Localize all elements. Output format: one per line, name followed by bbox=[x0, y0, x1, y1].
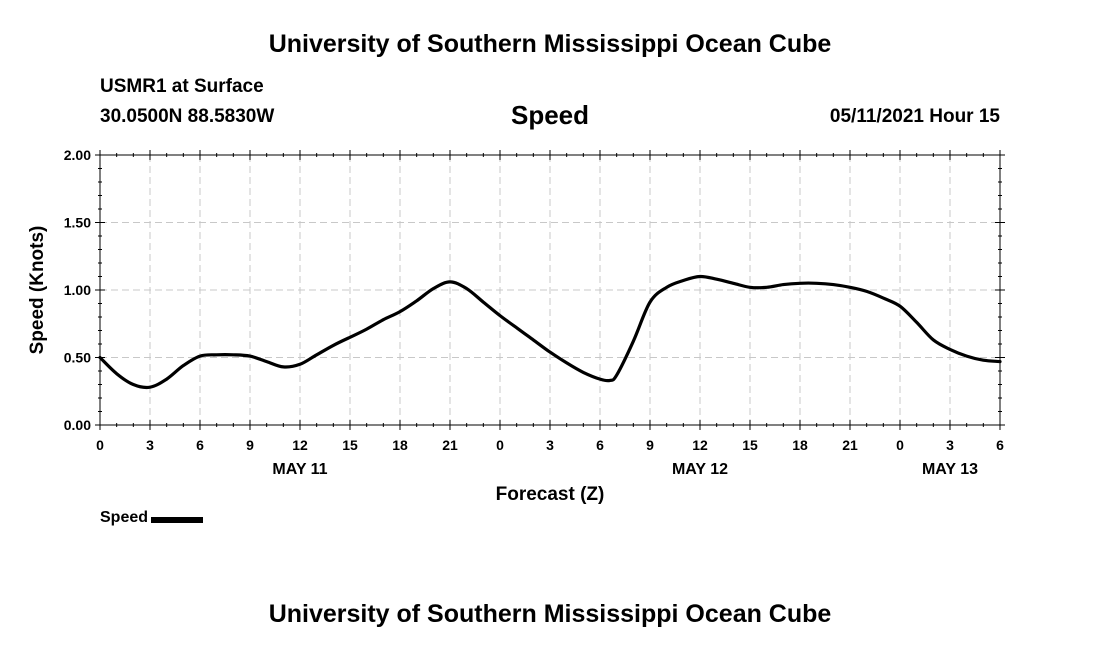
y-tick-label: 0.50 bbox=[64, 350, 91, 366]
x-tick-label: 0 bbox=[496, 437, 504, 453]
chart-title: Speed bbox=[510, 100, 590, 130]
x-tick-label: 15 bbox=[742, 437, 758, 453]
x-tick-label: 3 bbox=[946, 437, 954, 453]
date-label: MAY 12 bbox=[672, 461, 728, 478]
forecast-datetime: 05/11/2021 Hour 15 bbox=[829, 106, 1000, 127]
legend: Speed bbox=[100, 509, 204, 527]
x-tick-label: 18 bbox=[792, 437, 808, 453]
y-tick-label: 0.00 bbox=[64, 417, 91, 433]
x-tick-label: 6 bbox=[196, 437, 204, 453]
legend-swatch bbox=[151, 517, 204, 523]
x-tick-label: 9 bbox=[246, 437, 254, 453]
x-tick-label: 3 bbox=[146, 437, 154, 453]
axis-ticks bbox=[95, 150, 1005, 430]
y-tick-label: 1.00 bbox=[64, 282, 91, 298]
date-label: MAY 13 bbox=[922, 461, 978, 478]
x-tick-label: 12 bbox=[692, 437, 708, 453]
x-tick-label: 0 bbox=[96, 437, 104, 453]
x-axis-label: Forecast (Z) bbox=[496, 484, 605, 505]
x-tick-label: 6 bbox=[996, 437, 1004, 453]
page-title: University of Southern Mississippi Ocean… bbox=[268, 30, 832, 58]
legend-label: Speed bbox=[100, 509, 149, 526]
x-tick-label: 18 bbox=[392, 437, 408, 453]
x-tick-label: 12 bbox=[292, 437, 308, 453]
series-line-speed bbox=[98, 274, 1002, 390]
x-tick-label: 0 bbox=[896, 437, 904, 453]
date-label: MAY 11 bbox=[272, 461, 327, 478]
station-label: USMR1 at Surface bbox=[100, 76, 264, 97]
x-tick-label: 6 bbox=[596, 437, 604, 453]
x-axis-tick-labels: 0 3 6 9 12 15 18 21 0 3 6 9 12 15 18 21 0 3 6 bbox=[96, 437, 1004, 453]
coordinates-label: 30.0500N 88.5830W bbox=[100, 106, 275, 127]
y-axis-label: Speed (Knots) bbox=[27, 226, 48, 355]
x-tick-label: 21 bbox=[442, 437, 458, 453]
footer-title: University of Southern Mississippi Ocean… bbox=[268, 600, 832, 628]
x-tick-label: 9 bbox=[646, 437, 654, 453]
x-tick-label: 21 bbox=[842, 437, 858, 453]
x-tick-label: 3 bbox=[546, 437, 554, 453]
date-labels: MAY 11 MAY 12 MAY 13 bbox=[272, 461, 978, 478]
y-tick-label: 2.00 bbox=[64, 147, 91, 163]
y-axis-tick-labels: 0.00 0.50 1.00 1.50 2.00 bbox=[64, 147, 91, 433]
y-tick-label: 1.50 bbox=[64, 215, 91, 231]
x-tick-label: 15 bbox=[342, 437, 358, 453]
